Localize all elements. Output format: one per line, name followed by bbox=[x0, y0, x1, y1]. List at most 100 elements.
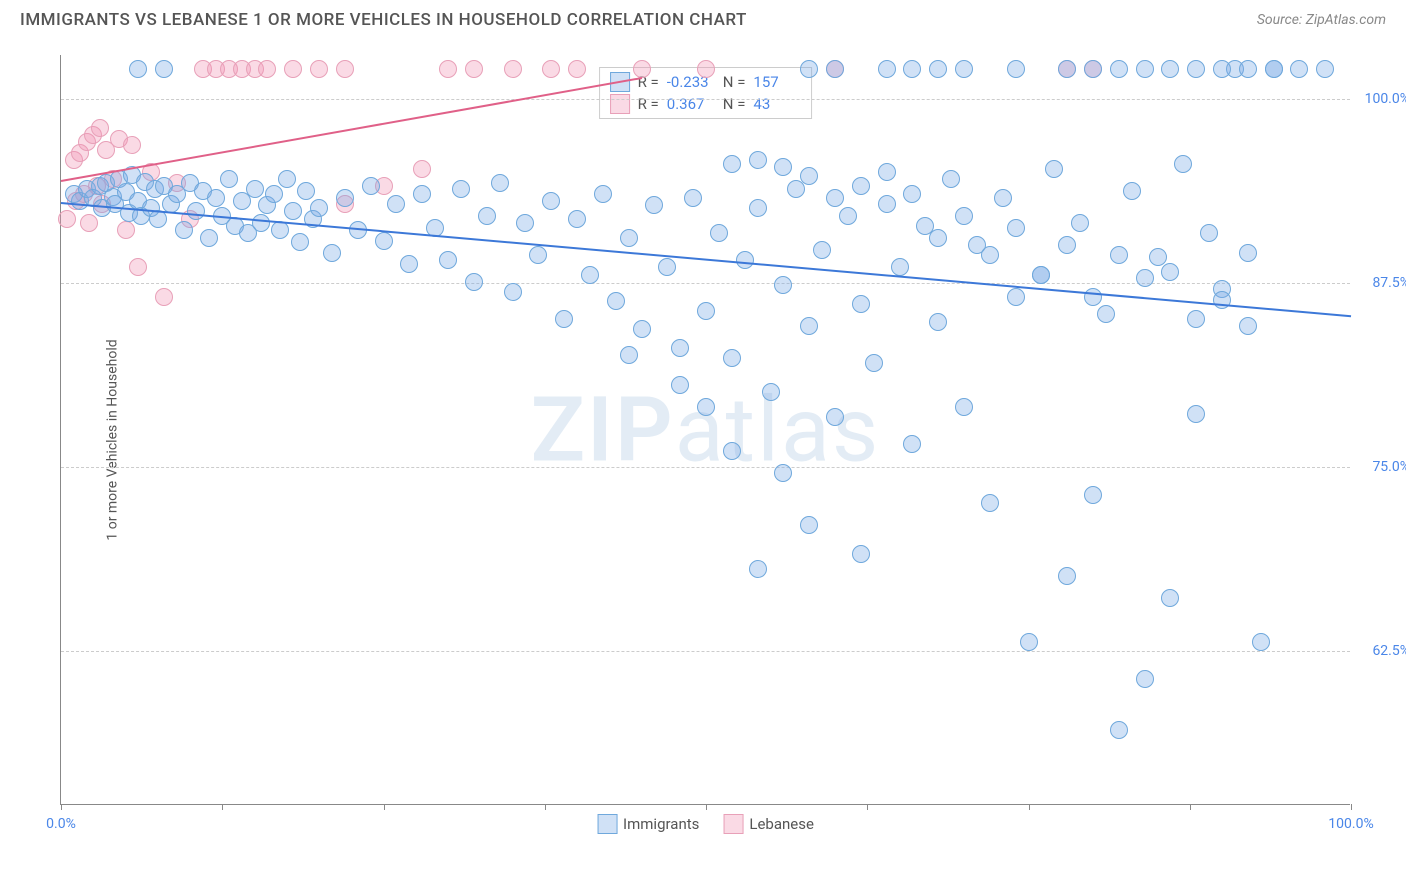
data-point-immigrants bbox=[1110, 246, 1128, 264]
data-point-immigrants bbox=[1058, 567, 1076, 585]
xtick-label: 0.0% bbox=[46, 816, 76, 832]
data-point-immigrants bbox=[620, 346, 638, 364]
source-attribution: Source: ZipAtlas.com bbox=[1257, 12, 1386, 28]
data-point-immigrants bbox=[942, 170, 960, 188]
data-point-immigrants bbox=[826, 60, 844, 78]
data-point-immigrants bbox=[839, 207, 857, 225]
data-point-immigrants bbox=[491, 174, 509, 192]
gridline bbox=[61, 99, 1350, 100]
data-point-immigrants bbox=[1290, 60, 1308, 78]
data-point-lebanese bbox=[91, 119, 109, 137]
data-point-immigrants bbox=[852, 545, 870, 563]
plot-area: ZIPatlas R = -0.233 N = 157 R = 0.367 N … bbox=[60, 55, 1350, 805]
data-point-immigrants bbox=[1071, 214, 1089, 232]
data-point-lebanese bbox=[58, 210, 76, 228]
data-point-immigrants bbox=[981, 246, 999, 264]
data-point-immigrants bbox=[1007, 288, 1025, 306]
data-point-immigrants bbox=[1032, 266, 1050, 284]
data-point-immigrants bbox=[246, 180, 264, 198]
data-point-immigrants bbox=[207, 189, 225, 207]
data-point-immigrants bbox=[723, 349, 741, 367]
data-point-immigrants bbox=[633, 320, 651, 338]
data-point-immigrants bbox=[1161, 263, 1179, 281]
data-point-immigrants bbox=[749, 199, 767, 217]
data-point-lebanese bbox=[155, 288, 173, 306]
xtick bbox=[222, 804, 223, 810]
data-point-immigrants bbox=[1110, 60, 1128, 78]
data-point-immigrants bbox=[774, 276, 792, 294]
data-point-immigrants bbox=[684, 189, 702, 207]
data-point-immigrants bbox=[800, 60, 818, 78]
xtick bbox=[61, 804, 62, 810]
data-point-immigrants bbox=[1239, 60, 1257, 78]
data-point-immigrants bbox=[452, 180, 470, 198]
data-point-immigrants bbox=[749, 151, 767, 169]
data-point-immigrants bbox=[878, 163, 896, 181]
data-point-immigrants bbox=[252, 214, 270, 232]
data-point-immigrants bbox=[813, 241, 831, 259]
data-point-immigrants bbox=[774, 464, 792, 482]
data-point-lebanese bbox=[310, 60, 328, 78]
data-point-immigrants bbox=[994, 189, 1012, 207]
xtick bbox=[1029, 804, 1030, 810]
data-point-lebanese bbox=[439, 60, 457, 78]
data-point-immigrants bbox=[1136, 60, 1154, 78]
data-point-immigrants bbox=[710, 224, 728, 242]
data-point-immigrants bbox=[594, 185, 612, 203]
xtick bbox=[545, 804, 546, 810]
data-point-lebanese bbox=[336, 60, 354, 78]
data-point-immigrants bbox=[736, 251, 754, 269]
data-point-immigrants bbox=[1020, 633, 1038, 651]
data-point-immigrants bbox=[658, 258, 676, 276]
data-point-immigrants bbox=[529, 246, 547, 264]
data-point-immigrants bbox=[291, 233, 309, 251]
data-point-immigrants bbox=[929, 313, 947, 331]
data-point-immigrants bbox=[1110, 721, 1128, 739]
data-point-immigrants bbox=[929, 229, 947, 247]
swatch-immigrants-bottom bbox=[597, 814, 617, 834]
data-point-immigrants bbox=[568, 210, 586, 228]
data-point-immigrants bbox=[516, 214, 534, 232]
data-point-immigrants bbox=[1084, 60, 1102, 78]
data-point-immigrants bbox=[955, 60, 973, 78]
r-value-lebanese: 0.367 bbox=[667, 95, 715, 113]
data-point-immigrants bbox=[1007, 60, 1025, 78]
data-point-immigrants bbox=[1123, 182, 1141, 200]
data-point-immigrants bbox=[336, 189, 354, 207]
swatch-lebanese-bottom bbox=[723, 814, 743, 834]
data-point-immigrants bbox=[1200, 224, 1218, 242]
data-point-immigrants bbox=[1161, 589, 1179, 607]
xtick-label: 100.0% bbox=[1328, 816, 1373, 832]
data-point-immigrants bbox=[297, 182, 315, 200]
trendline-lebanese bbox=[61, 77, 642, 182]
gridline bbox=[61, 467, 1350, 468]
data-point-lebanese bbox=[129, 258, 147, 276]
chart-title: IMMIGRANTS VS LEBANESE 1 OR MORE VEHICLE… bbox=[20, 10, 747, 30]
data-point-immigrants bbox=[865, 354, 883, 372]
data-point-immigrants bbox=[1316, 60, 1334, 78]
data-point-immigrants bbox=[362, 177, 380, 195]
data-point-immigrants bbox=[413, 185, 431, 203]
data-point-immigrants bbox=[400, 255, 418, 273]
xtick bbox=[867, 804, 868, 810]
data-point-immigrants bbox=[878, 60, 896, 78]
data-point-immigrants bbox=[284, 202, 302, 220]
data-point-immigrants bbox=[852, 295, 870, 313]
swatch-lebanese bbox=[610, 94, 630, 114]
ytick-label: 62.5% bbox=[1372, 643, 1406, 659]
data-point-immigrants bbox=[129, 60, 147, 78]
data-point-immigrants bbox=[671, 376, 689, 394]
legend-item-lebanese: Lebanese bbox=[723, 814, 814, 834]
legend-label-lebanese: Lebanese bbox=[749, 815, 814, 833]
data-point-immigrants bbox=[1187, 310, 1205, 328]
data-point-immigrants bbox=[1097, 305, 1115, 323]
data-point-immigrants bbox=[465, 273, 483, 291]
xtick bbox=[1190, 804, 1191, 810]
data-point-immigrants bbox=[1239, 317, 1257, 335]
data-point-immigrants bbox=[323, 244, 341, 262]
data-point-immigrants bbox=[1007, 219, 1025, 237]
data-point-lebanese bbox=[413, 160, 431, 178]
data-point-immigrants bbox=[800, 167, 818, 185]
data-point-immigrants bbox=[1136, 670, 1154, 688]
data-point-lebanese bbox=[504, 60, 522, 78]
